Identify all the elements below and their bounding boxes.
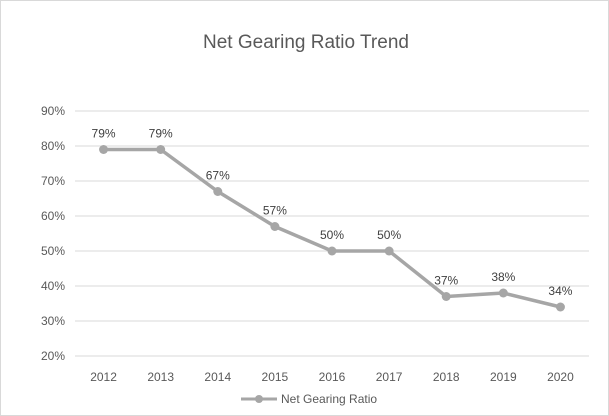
data-label: 57% [263, 204, 287, 218]
x-tick-label: 2014 [204, 370, 231, 384]
data-point [156, 145, 166, 154]
data-label: 50% [320, 228, 344, 242]
chart-title: Net Gearing Ratio Trend [203, 32, 409, 53]
data-point [213, 187, 223, 196]
series-net-gearing-ratio [99, 145, 565, 312]
legend-label: Net Gearing Ratio [281, 392, 377, 406]
data-point [327, 246, 337, 256]
data-labels: 79% 79% 67% 57% 50% 50% 37% 38% 34% [92, 127, 573, 299]
data-label: 79% [92, 127, 116, 141]
data-label: 79% [149, 127, 173, 141]
y-tick-label: 60% [41, 209, 65, 223]
x-tick-label: 2019 [490, 370, 517, 384]
x-tick-label: 2013 [147, 370, 174, 384]
x-tick-label: 2015 [262, 370, 289, 384]
data-point [498, 288, 508, 298]
data-point [384, 246, 394, 256]
data-point [555, 302, 565, 312]
y-axis: 20% 30% 40% 50% 60% 70% 80% 90% [41, 104, 65, 363]
data-label: 34% [548, 284, 572, 298]
x-tick-label: 2018 [433, 370, 460, 384]
data-label: 38% [491, 270, 515, 284]
data-label: 50% [377, 228, 401, 242]
data-point [99, 145, 109, 154]
data-label: 37% [434, 274, 458, 288]
y-tick-label: 90% [41, 104, 65, 118]
legend-marker-icon [255, 395, 263, 403]
data-label: 67% [206, 169, 230, 183]
x-tick-label: 2016 [319, 370, 346, 384]
data-point [270, 222, 280, 231]
y-tick-label: 20% [41, 349, 65, 363]
x-tick-label: 2017 [376, 370, 403, 384]
data-point [441, 292, 451, 301]
y-tick-label: 70% [41, 174, 65, 188]
y-tick-label: 30% [41, 314, 65, 328]
y-tick-label: 50% [41, 244, 65, 258]
x-tick-label: 2020 [547, 370, 574, 384]
y-tick-label: 80% [41, 139, 65, 153]
x-tick-label: 2012 [90, 370, 117, 384]
legend: Net Gearing Ratio [241, 392, 377, 406]
x-axis: 2012 2013 2014 2015 2016 2017 2018 2019 2020 [90, 370, 574, 384]
y-tick-label: 40% [41, 279, 65, 293]
